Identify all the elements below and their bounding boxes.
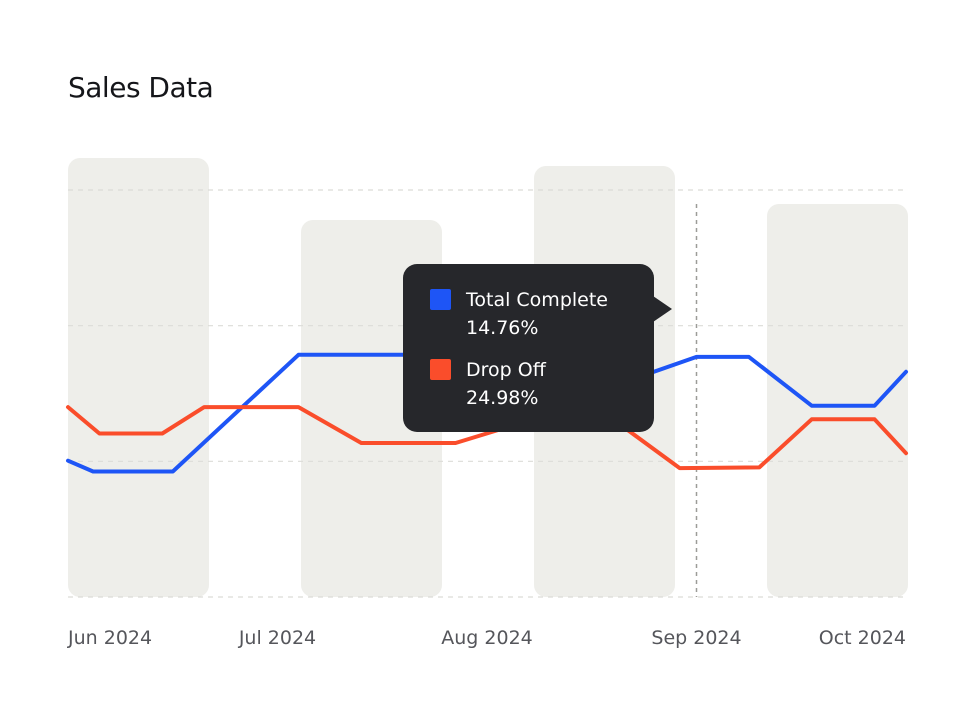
drop-off-swatch	[430, 359, 451, 380]
x-tick-label: Oct 2024	[819, 627, 906, 649]
tooltip-series-name: Total Complete	[466, 289, 608, 311]
tooltip-row-total-complete: Total Complete 14.76%	[430, 286, 654, 342]
chart-title: Sales Data	[68, 71, 214, 104]
x-tick-label: Jul 2024	[238, 627, 316, 649]
total-complete-swatch	[430, 289, 451, 310]
background-band-4	[767, 204, 908, 597]
tooltip-series-name: Drop Off	[466, 359, 546, 381]
chart-tooltip: Total Complete 14.76% Drop Off 24.98%	[403, 264, 672, 432]
x-tick-label: Jun 2024	[67, 627, 152, 649]
tooltip-series-value: 24.98%	[466, 387, 539, 409]
background-band-1	[68, 158, 209, 597]
x-tick-label: Sep 2024	[651, 627, 741, 649]
tooltip-series-value: 14.76%	[466, 317, 539, 339]
x-tick-label: Aug 2024	[441, 627, 533, 649]
tooltip-row-drop-off: Drop Off 24.98%	[430, 356, 654, 412]
